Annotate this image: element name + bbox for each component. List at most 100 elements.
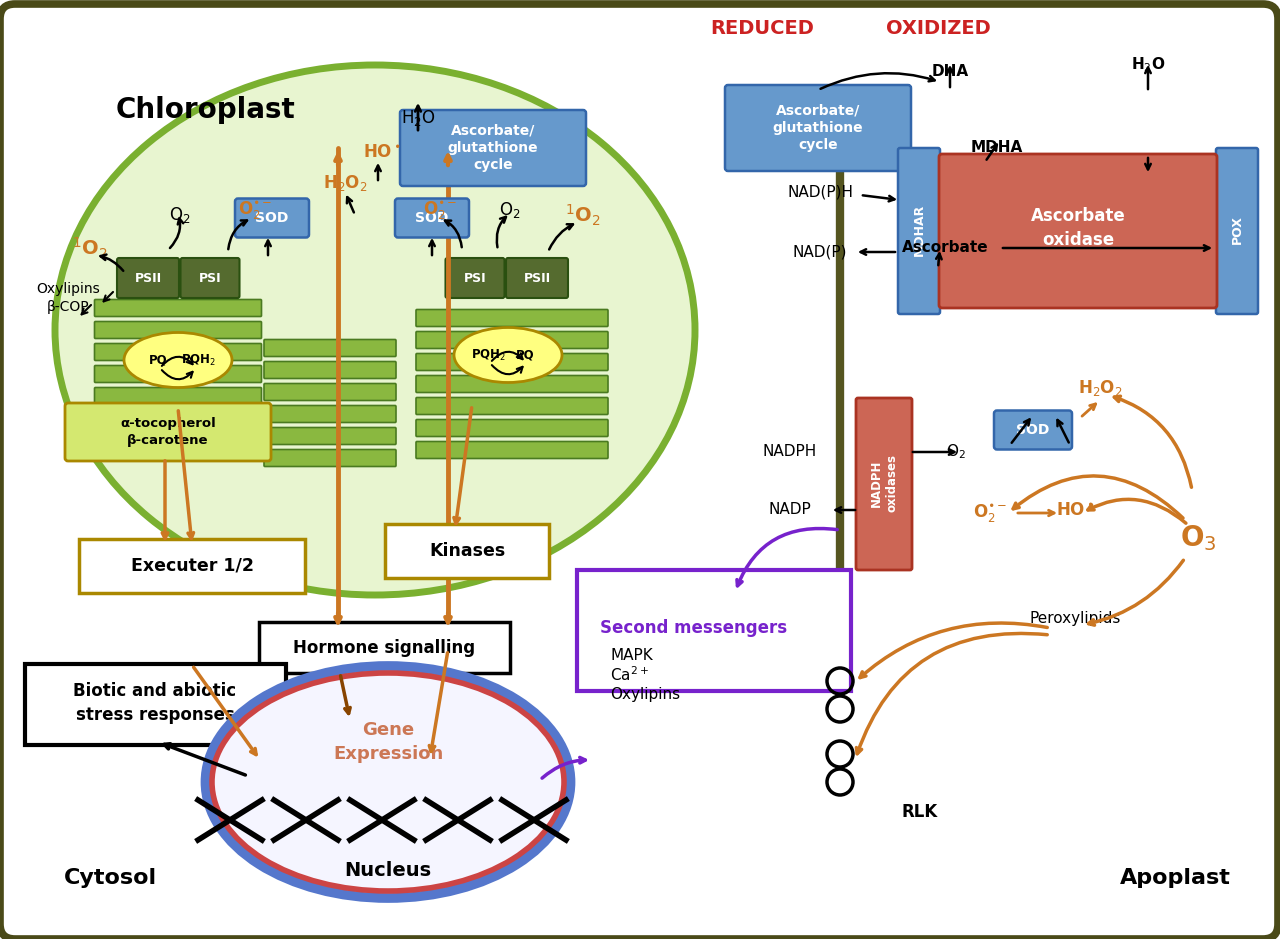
Text: $^1$O$_2$: $^1$O$_2$ <box>72 236 108 261</box>
Text: SOD: SOD <box>1016 423 1050 437</box>
Text: O$_2^{\bullet-}$: O$_2^{\bullet-}$ <box>238 199 273 221</box>
Text: Second messengers: Second messengers <box>600 619 787 637</box>
Text: NADPH: NADPH <box>763 444 817 459</box>
Text: PSI: PSI <box>198 271 221 285</box>
FancyBboxPatch shape <box>180 258 239 298</box>
FancyBboxPatch shape <box>26 664 285 745</box>
Text: Ascorbate
oxidase: Ascorbate oxidase <box>1030 208 1125 249</box>
Text: SOD: SOD <box>255 211 289 225</box>
Text: α-tocopherol
β-carotene: α-tocopherol β-carotene <box>120 417 216 447</box>
Text: H$_2$O: H$_2$O <box>1130 55 1165 74</box>
FancyBboxPatch shape <box>401 110 586 186</box>
FancyBboxPatch shape <box>95 344 261 361</box>
Text: PSII: PSII <box>134 271 161 285</box>
Text: Ascorbate/
glutathione
cycle: Ascorbate/ glutathione cycle <box>448 124 539 172</box>
Ellipse shape <box>124 332 232 388</box>
Text: Biotic and abiotic
stress responses: Biotic and abiotic stress responses <box>73 682 237 725</box>
FancyBboxPatch shape <box>259 622 509 673</box>
FancyBboxPatch shape <box>79 539 305 593</box>
Text: Peroxylipids: Peroxylipids <box>1029 610 1121 625</box>
FancyBboxPatch shape <box>416 376 608 393</box>
FancyBboxPatch shape <box>264 427 396 444</box>
FancyBboxPatch shape <box>95 388 261 405</box>
Text: OXIDIZED: OXIDIZED <box>886 19 991 38</box>
FancyBboxPatch shape <box>724 85 911 171</box>
FancyBboxPatch shape <box>236 198 308 238</box>
FancyBboxPatch shape <box>856 398 913 570</box>
FancyBboxPatch shape <box>577 570 851 691</box>
FancyBboxPatch shape <box>95 432 261 449</box>
Text: O$_2^{\bullet-}$: O$_2^{\bullet-}$ <box>422 199 457 221</box>
Text: Oxylipins
β-COP: Oxylipins β-COP <box>36 282 100 315</box>
Text: RLK: RLK <box>902 803 938 821</box>
FancyBboxPatch shape <box>0 4 1277 939</box>
FancyBboxPatch shape <box>416 353 608 371</box>
FancyBboxPatch shape <box>416 441 608 458</box>
Text: NAD(P)H: NAD(P)H <box>787 184 852 199</box>
FancyBboxPatch shape <box>416 397 608 414</box>
Text: H$_2$O$_2$: H$_2$O$_2$ <box>1078 378 1123 398</box>
Text: PQH$_2$: PQH$_2$ <box>471 347 506 362</box>
Text: O$_2^{\bullet-}$: O$_2^{\bullet-}$ <box>973 502 1007 524</box>
Text: POX: POX <box>1230 216 1243 244</box>
Ellipse shape <box>454 328 562 382</box>
Text: PQ: PQ <box>516 348 534 362</box>
Text: Chloroplast: Chloroplast <box>115 96 294 124</box>
Text: Hormone signalling: Hormone signalling <box>293 639 475 657</box>
Text: HO$^\bullet$: HO$^\bullet$ <box>1056 501 1094 519</box>
FancyBboxPatch shape <box>65 403 271 461</box>
FancyBboxPatch shape <box>506 258 568 298</box>
FancyBboxPatch shape <box>445 258 504 298</box>
Text: DHA: DHA <box>932 65 969 80</box>
Text: $^1$O$_2$: $^1$O$_2$ <box>566 203 600 227</box>
FancyBboxPatch shape <box>995 410 1073 450</box>
Ellipse shape <box>55 65 695 595</box>
Text: SOD: SOD <box>415 211 449 225</box>
FancyBboxPatch shape <box>264 406 396 423</box>
Text: Ca$^{2+}$: Ca$^{2+}$ <box>611 666 649 685</box>
FancyBboxPatch shape <box>416 420 608 437</box>
Text: MAPK: MAPK <box>611 648 653 663</box>
FancyBboxPatch shape <box>264 450 396 467</box>
FancyBboxPatch shape <box>95 365 261 382</box>
Text: Ascorbate/
glutathione
cycle: Ascorbate/ glutathione cycle <box>773 103 863 152</box>
Text: Oxylipins: Oxylipins <box>611 687 680 702</box>
Text: MDHA: MDHA <box>970 141 1023 156</box>
FancyBboxPatch shape <box>95 321 261 338</box>
FancyBboxPatch shape <box>95 300 261 316</box>
Text: O$_3$: O$_3$ <box>1180 523 1216 553</box>
Text: Executer 1/2: Executer 1/2 <box>131 557 253 575</box>
Text: NAD(P): NAD(P) <box>792 244 847 259</box>
FancyBboxPatch shape <box>95 409 261 426</box>
Ellipse shape <box>212 673 564 891</box>
Text: Kinases: Kinases <box>429 542 506 560</box>
Text: O$_2$: O$_2$ <box>946 442 966 461</box>
FancyBboxPatch shape <box>385 524 549 578</box>
FancyBboxPatch shape <box>264 340 396 357</box>
Text: PSI: PSI <box>463 271 486 285</box>
Text: Apoplast: Apoplast <box>1120 868 1230 888</box>
Text: PQH$_2$: PQH$_2$ <box>180 352 215 367</box>
FancyBboxPatch shape <box>1216 148 1258 314</box>
FancyBboxPatch shape <box>416 310 608 327</box>
Text: O$_2$: O$_2$ <box>169 205 191 225</box>
FancyBboxPatch shape <box>940 154 1217 308</box>
Text: NADP: NADP <box>768 502 812 517</box>
Text: PQ: PQ <box>148 353 168 366</box>
Text: Ascorbate: Ascorbate <box>901 240 988 255</box>
Text: NADPH
oxidases: NADPH oxidases <box>870 454 899 512</box>
FancyBboxPatch shape <box>264 362 396 378</box>
FancyBboxPatch shape <box>264 383 396 401</box>
Text: REDUCED: REDUCED <box>710 19 814 38</box>
Text: Cytosol: Cytosol <box>64 868 156 888</box>
Text: PSII: PSII <box>524 271 550 285</box>
Text: Nucleus: Nucleus <box>344 860 431 880</box>
FancyBboxPatch shape <box>396 198 468 238</box>
FancyBboxPatch shape <box>899 148 940 314</box>
Text: Gene
Expression: Gene Expression <box>333 721 443 762</box>
Text: H$_2$O$_2$: H$_2$O$_2$ <box>323 173 367 193</box>
FancyBboxPatch shape <box>416 331 608 348</box>
Text: MDHAR: MDHAR <box>913 204 925 256</box>
Text: HO$^\bullet$: HO$^\bullet$ <box>364 143 401 161</box>
Ellipse shape <box>206 666 571 898</box>
